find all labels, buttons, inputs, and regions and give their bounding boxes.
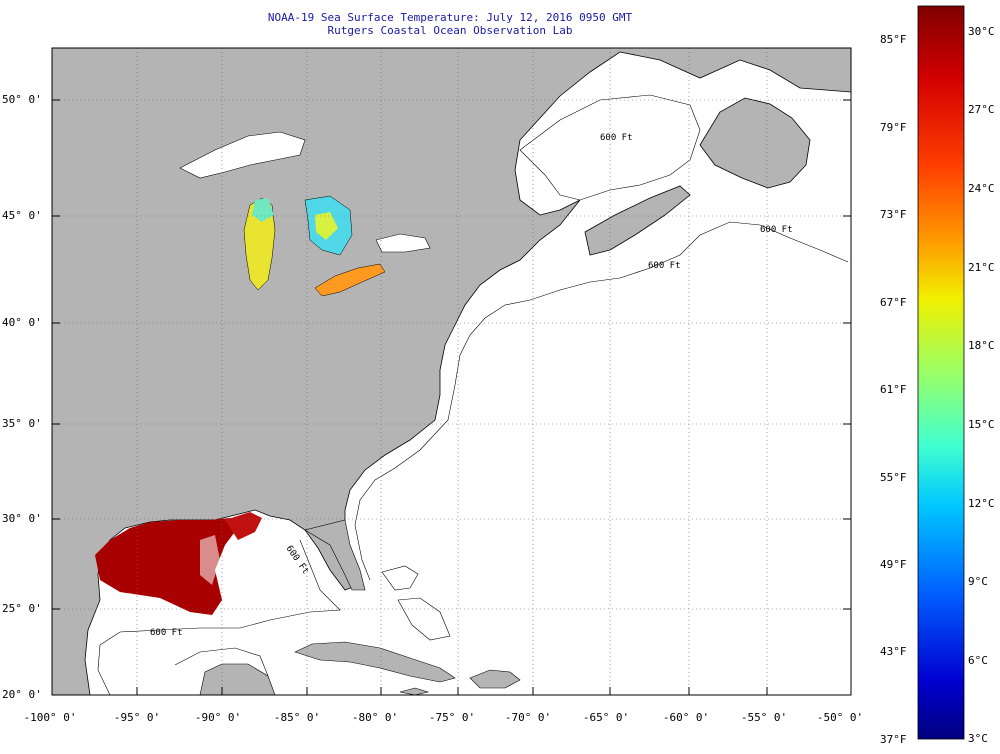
temperature-colorbar (918, 6, 964, 739)
fahrenheit-label: 49°F (880, 558, 907, 571)
lat-label: 25° 0' (2, 602, 42, 615)
lon-label: -95° 0' (114, 711, 160, 724)
lon-label: -75° 0' (429, 711, 475, 724)
fahrenheit-label: 79°F (880, 121, 907, 134)
isobath-label: 600 Ft (150, 628, 183, 638)
fahrenheit-label: 67°F (880, 296, 907, 309)
fahrenheit-label: 61°F (880, 383, 907, 396)
celsius-label: 27°C (968, 103, 995, 116)
lat-label: 35° 0' (2, 417, 42, 430)
lat-label: 20° 0' (2, 688, 42, 701)
fahrenheit-label: 55°F (880, 471, 907, 484)
celsius-label: 15°C (968, 418, 995, 431)
celsius-label: 30°C (968, 25, 995, 38)
lon-label: -90° 0' (195, 711, 241, 724)
lon-label: -80° 0' (352, 711, 398, 724)
isobath-label: 600 Ft (760, 225, 793, 235)
celsius-label: 24°C (968, 182, 995, 195)
fahrenheit-label: 85°F (880, 33, 907, 46)
celsius-label: 12°C (968, 497, 995, 510)
lon-label: -85° 0' (274, 711, 320, 724)
lon-label: -50° 0' (817, 711, 863, 724)
celsius-label: 9°C (968, 575, 988, 588)
lat-label: 45° 0' (2, 209, 42, 222)
lon-label: -65° 0' (583, 711, 629, 724)
lon-label: -70° 0' (505, 711, 551, 724)
celsius-label: 3°C (968, 732, 988, 745)
fahrenheit-label: 37°F (880, 733, 907, 746)
fahrenheit-label: 73°F (880, 208, 907, 221)
lon-label: -60° 0' (663, 711, 709, 724)
lat-label: 40° 0' (2, 316, 42, 329)
lat-label: 30° 0' (2, 512, 42, 525)
lat-label: 50° 0' (2, 93, 42, 106)
celsius-label: 18°C (968, 339, 995, 352)
celsius-label: 21°C (968, 261, 995, 274)
isobath-label: 600 Ft (648, 261, 681, 271)
fahrenheit-label: 43°F (880, 645, 907, 658)
lon-label: -55° 0' (741, 711, 787, 724)
isobath-label: 600 Ft (600, 133, 633, 143)
celsius-label: 6°C (968, 654, 988, 667)
lon-label: -100° 0' (24, 711, 77, 724)
